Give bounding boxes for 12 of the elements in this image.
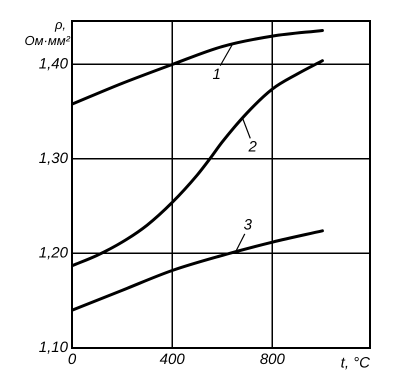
y-axis-title: ρ, Ом·мм² xyxy=(24,17,71,48)
x-axis-title: t, °C xyxy=(340,354,370,372)
x-tick-label: 400 xyxy=(160,351,186,368)
y-tick-label: 1,20 xyxy=(38,244,69,262)
y-tick-label: 1,30 xyxy=(38,150,69,168)
y-tick-label: 1,10 xyxy=(38,339,69,356)
x-tick-label: 0 xyxy=(68,351,77,368)
y-tick-label: 1,40 xyxy=(38,56,69,73)
x-tick-label: 800 xyxy=(260,351,286,368)
annotation: 1 xyxy=(212,66,221,83)
annotation: 2 xyxy=(248,138,258,156)
annotation: 3 xyxy=(244,216,253,234)
